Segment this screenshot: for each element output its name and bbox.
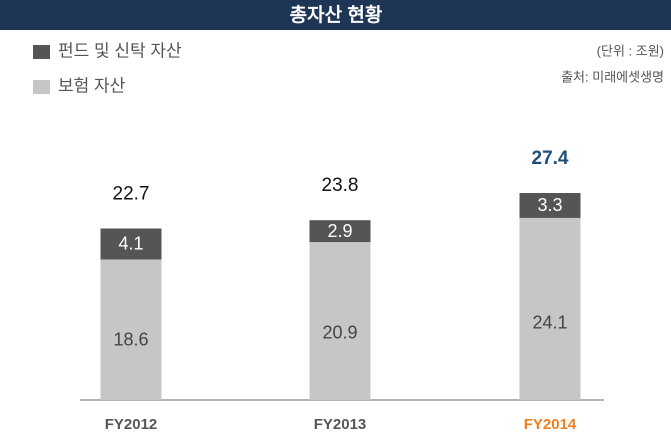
bar-segment — [100, 259, 162, 400]
segment-label: 4.1 — [118, 234, 143, 254]
legend-label: 펀드 및 신탁 자산 — [58, 41, 182, 60]
chart-title: 총자산 현황 — [290, 3, 383, 26]
bar-segment — [309, 220, 371, 243]
legend-swatch — [33, 80, 50, 94]
bar-segment — [309, 242, 371, 400]
segment-label: 2.9 — [327, 221, 352, 241]
source-label: 출처: 미래에셋생명 — [561, 69, 664, 84]
legend-swatch — [33, 45, 50, 59]
segment-label: 20.9 — [322, 322, 357, 342]
segment-label: 3.3 — [537, 195, 562, 215]
unit-label: (단위 : 조원) — [597, 43, 664, 58]
title-band — [0, 0, 671, 30]
bar-segment — [519, 193, 581, 218]
total-label: 23.8 — [322, 175, 359, 196]
x-tick-label: FY2013 — [314, 416, 367, 433]
legend-label: 보험 자산 — [58, 76, 126, 95]
x-tick-label: FY2014 — [524, 416, 577, 433]
segment-label: 24.1 — [532, 312, 567, 332]
bar-segment — [100, 228, 162, 260]
total-label: 22.7 — [113, 184, 150, 205]
segment-label: 18.6 — [113, 330, 148, 350]
x-tick-label: FY2012 — [105, 416, 158, 433]
total-label: 27.4 — [532, 148, 569, 169]
bar-segment — [519, 217, 581, 400]
